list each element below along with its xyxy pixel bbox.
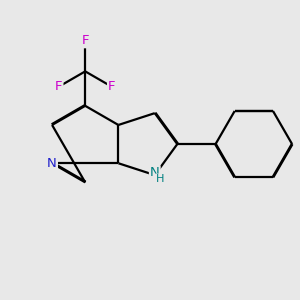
Text: N: N (47, 157, 57, 170)
Text: N: N (150, 166, 160, 179)
Text: F: F (55, 80, 62, 93)
Text: F: F (82, 34, 89, 47)
Text: H: H (156, 175, 164, 184)
Text: F: F (108, 80, 116, 93)
